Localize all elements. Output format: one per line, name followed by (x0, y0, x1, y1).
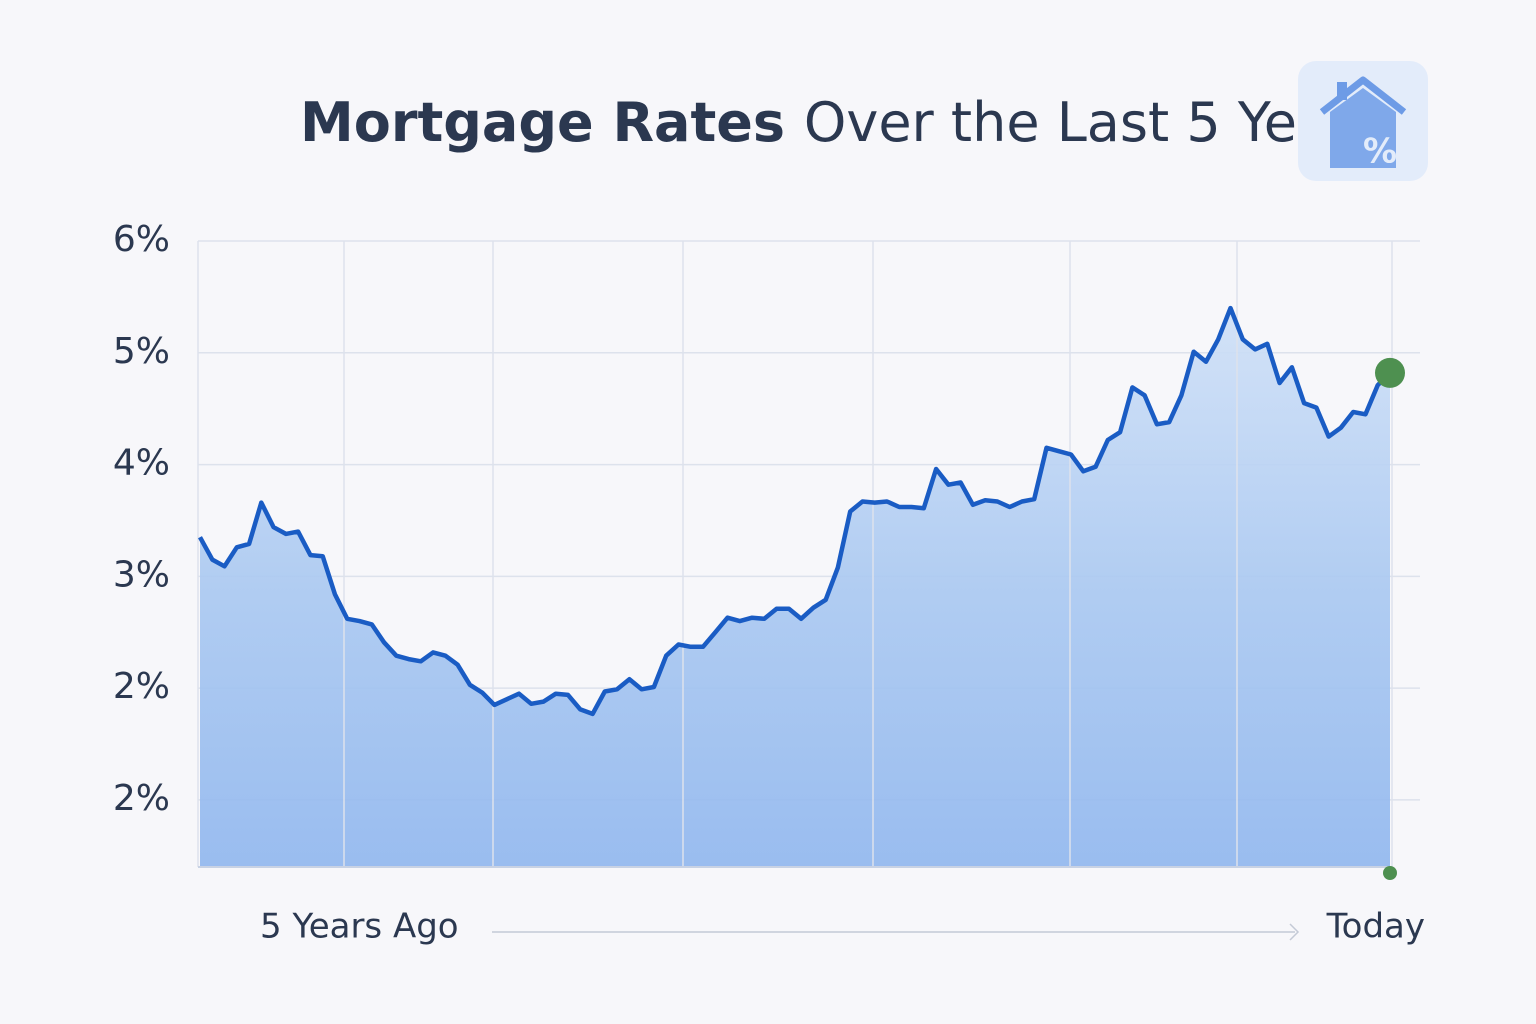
chart-title: Mortgage Rates Over the Last 5 Years (300, 91, 1380, 154)
end-marker (1375, 357, 1405, 388)
icon-label: % (1363, 132, 1397, 172)
time-arrow-head (1289, 923, 1300, 941)
rate-line (198, 305, 1392, 717)
y-tick-label: 4% (113, 443, 170, 484)
title-rest: Over the Last 5 Years (804, 91, 1380, 154)
house-icon: % (1298, 61, 1428, 181)
baseline-dot (1383, 866, 1397, 880)
y-tick-label: 5% (113, 331, 170, 372)
y-tick-label: 3% (113, 554, 170, 595)
x-end-label: Today (1326, 907, 1425, 947)
area (200, 308, 1390, 868)
title-bold: Mortgage Rates (300, 91, 785, 154)
y-tick-label: 2% (113, 778, 170, 819)
vertical-grid (197, 241, 1393, 867)
y-tick-label: 6% (113, 219, 170, 260)
y-tick-label: 2% (113, 666, 170, 707)
x-start-label: 5 Years Ago (260, 907, 459, 947)
